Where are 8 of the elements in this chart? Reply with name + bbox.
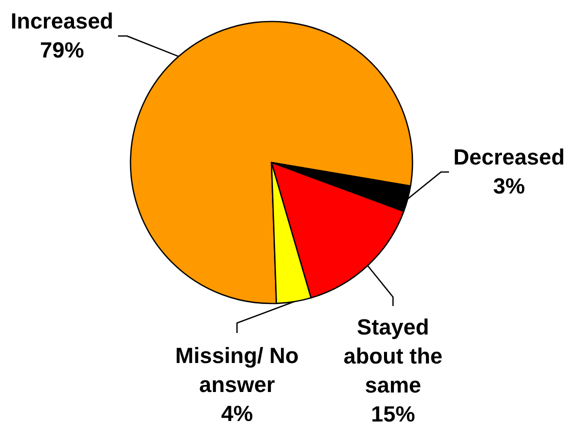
data-label: 4% [221, 401, 253, 426]
data-label: 15% [370, 402, 416, 426]
slice-label: Missing/ No answer [175, 343, 299, 397]
slice-label: Stayed about the same [344, 314, 442, 398]
slice-label: Decreased [453, 144, 565, 170]
data-label: 79% [40, 38, 84, 62]
slice-label: Increased [10, 8, 114, 34]
data-label: 3% [493, 174, 525, 198]
